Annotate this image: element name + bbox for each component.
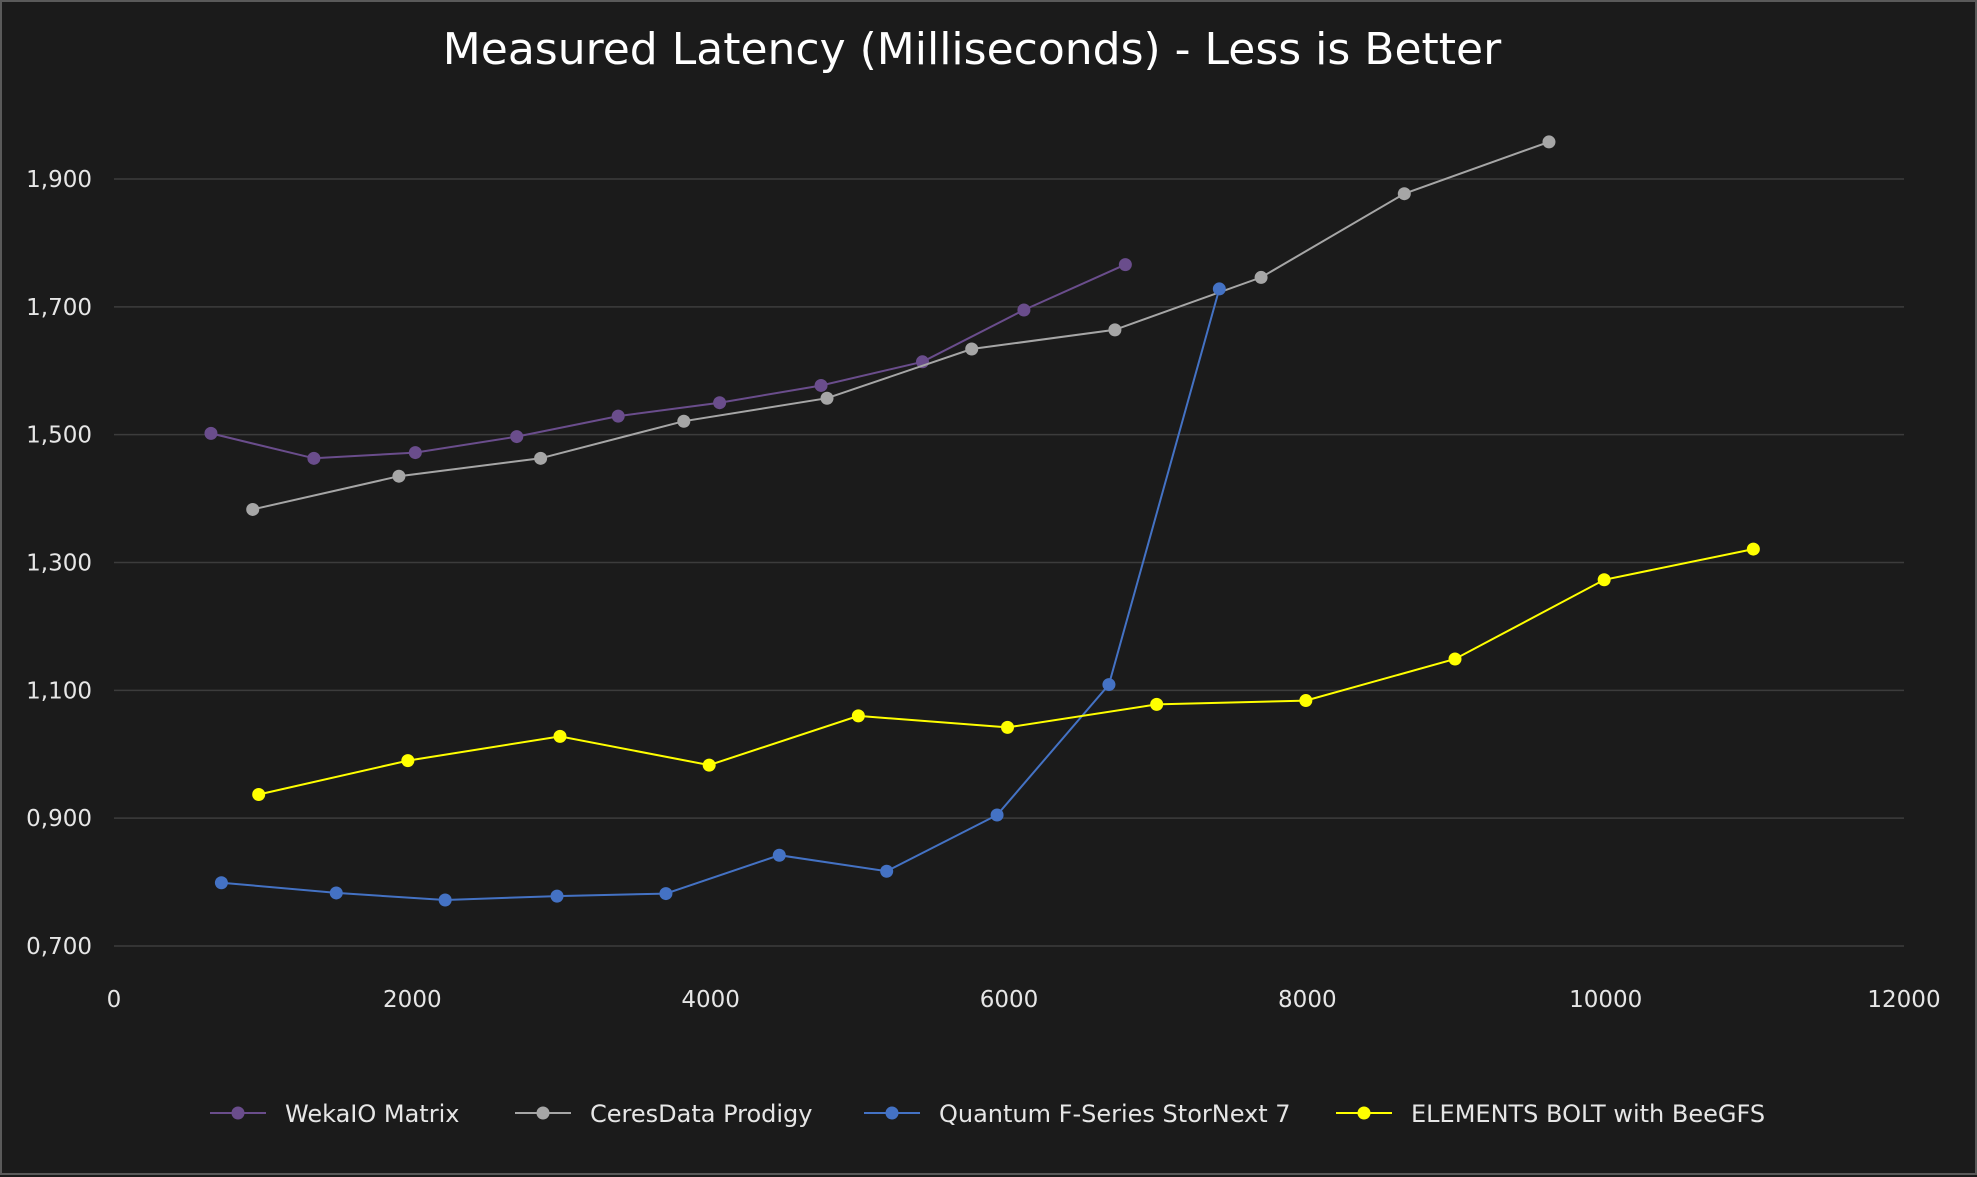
data-point (550, 889, 564, 903)
x-tick-label: 8000 (1278, 987, 1337, 1013)
data-point (1397, 187, 1411, 201)
series-line (210, 263, 1126, 460)
x-tick-label: 2000 (383, 987, 442, 1013)
data-point (1597, 573, 1611, 587)
legend-label: Quantum F-Series StorNext 7 (939, 1100, 1291, 1128)
data-point (1212, 282, 1226, 296)
data-point (307, 451, 321, 465)
data-point (1150, 697, 1164, 711)
legend-marker (885, 1106, 899, 1120)
data-point (392, 469, 406, 483)
data-point (1448, 652, 1462, 666)
legend-marker (536, 1106, 550, 1120)
data-point (246, 502, 260, 516)
data-point (438, 893, 452, 907)
y-tick-label: 1,900 (26, 167, 92, 193)
data-point (611, 409, 625, 423)
series-line (252, 140, 1550, 511)
data-point (1017, 303, 1031, 317)
series-line (221, 288, 1221, 902)
data-point (534, 451, 548, 465)
data-point (820, 391, 834, 405)
data-point (1108, 323, 1122, 337)
y-tick-label: 1,500 (26, 423, 92, 449)
y-tick-label: 1,100 (26, 678, 92, 704)
legend-marker (1357, 1106, 1371, 1120)
y-tick-label: 0,900 (26, 806, 92, 832)
legend-label: ELEMENTS BOLT with BeeGFS (1411, 1100, 1765, 1128)
x-tick-label: 4000 (681, 987, 740, 1013)
data-point (408, 446, 422, 460)
data-point (252, 788, 266, 802)
data-point (880, 864, 894, 878)
chart-title: Measured Latency (Milliseconds) - Less i… (442, 24, 1502, 75)
data-point (1746, 542, 1760, 556)
data-point (214, 876, 228, 890)
data-point (510, 430, 524, 444)
data-point (659, 887, 673, 901)
data-point (713, 396, 727, 410)
data-point (329, 886, 343, 900)
data-point (677, 414, 691, 428)
data-point (1118, 258, 1132, 272)
data-point (1001, 720, 1015, 734)
data-point (1102, 678, 1116, 692)
y-tick-label: 1,700 (26, 295, 92, 321)
data-point (553, 729, 567, 743)
x-tick-label: 0 (107, 987, 122, 1013)
data-point (772, 848, 786, 862)
data-point (204, 426, 218, 440)
legend-marker (231, 1106, 245, 1120)
data-point (965, 342, 979, 356)
legend-label: WekaIO Matrix (285, 1100, 459, 1128)
data-point (401, 754, 415, 768)
series-line (258, 548, 1754, 796)
data-point (1254, 270, 1268, 284)
y-tick-label: 1,300 (26, 551, 92, 577)
data-point (814, 378, 828, 392)
legend-label: CeresData Prodigy (590, 1100, 812, 1128)
x-tick-label: 10000 (1569, 987, 1642, 1013)
data-point (1299, 694, 1313, 708)
data-point (702, 758, 716, 772)
x-tick-label: 6000 (980, 987, 1039, 1013)
data-point (851, 709, 865, 723)
x-tick-label: 12000 (1867, 987, 1940, 1013)
data-point (990, 808, 1004, 822)
data-point (1542, 135, 1556, 149)
y-tick-label: 0,700 (26, 934, 92, 960)
